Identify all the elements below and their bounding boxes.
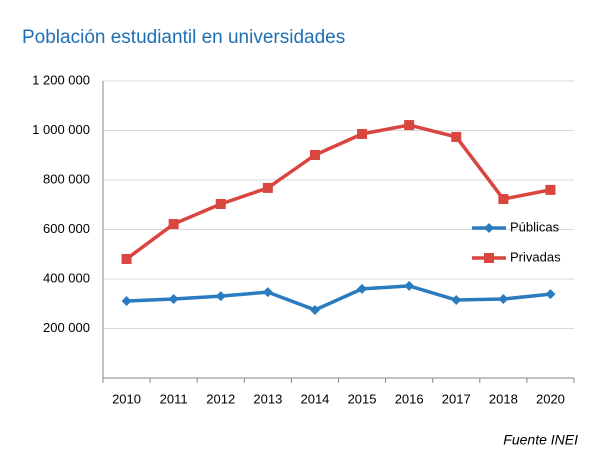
marker — [404, 120, 415, 131]
marker — [262, 287, 273, 298]
y-tick-label: 600 000 — [43, 221, 90, 236]
x-tick-label: 2014 — [300, 391, 329, 406]
marker — [357, 283, 368, 294]
y-tick-label: 800 000 — [43, 171, 90, 186]
chart-title: Población estudiantil en universidades — [22, 27, 345, 48]
y-tick-label: 1 200 000 — [32, 72, 90, 87]
legend-marker — [484, 253, 494, 263]
source: Fuente INEI — [503, 432, 578, 448]
x-tick-label: 2015 — [348, 391, 377, 406]
legend-label: Privadas — [510, 249, 561, 264]
marker — [545, 184, 556, 195]
marker — [404, 280, 415, 291]
marker — [309, 304, 320, 315]
x-tick-label: 2018 — [489, 391, 518, 406]
series-line — [126, 284, 551, 312]
marker — [451, 295, 462, 306]
marker — [545, 289, 556, 300]
marker — [215, 291, 226, 302]
x-tick-label: 2011 — [160, 391, 188, 406]
marker — [121, 296, 132, 307]
series-line — [125, 123, 551, 261]
legend-marker — [484, 223, 494, 233]
marker — [357, 128, 368, 139]
y-tick-label: 400 000 — [43, 270, 90, 285]
marker — [215, 199, 226, 210]
marker — [168, 219, 179, 230]
x-tick-label: 2020 — [536, 391, 565, 406]
y-tick-label: 1 000 000 — [32, 122, 90, 137]
legend-label: Públicas — [510, 219, 560, 234]
x-tick-label: 2017 — [442, 391, 471, 406]
y-tick-label: 200 000 — [43, 320, 90, 335]
marker — [451, 131, 462, 142]
x-tick-label: 2012 — [206, 391, 235, 406]
marker — [121, 253, 132, 264]
x-tick-label: 2013 — [253, 391, 282, 406]
x-tick-label: 2016 — [395, 391, 424, 406]
x-tick-label: 2010 — [112, 391, 141, 406]
marker — [498, 194, 509, 205]
marker — [309, 150, 320, 161]
marker — [498, 294, 509, 305]
marker — [168, 294, 179, 305]
marker — [262, 182, 273, 193]
